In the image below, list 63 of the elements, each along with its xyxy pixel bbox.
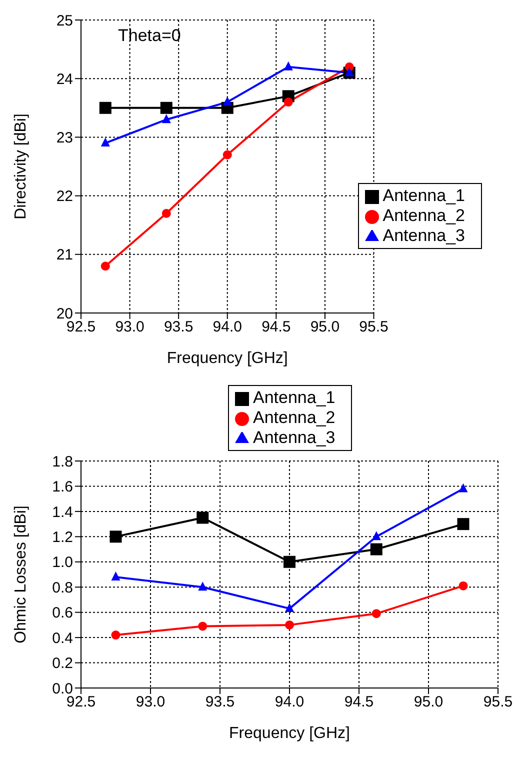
y-tick-label: 1.2 [52,528,73,546]
y-tick-label: 0.4 [52,630,73,647]
legend-label: Antenna_3 [253,428,336,447]
point [222,96,232,106]
point [457,518,470,530]
x-tick-label: 95.5 [359,318,388,336]
y-axis-title: Ohmic Losses [dBi] [12,506,30,644]
point [110,530,122,543]
y-axis-title: Directivity [dBi] [12,114,30,220]
point [198,622,208,631]
y-tick-label: 0.6 [52,604,73,622]
x-tick-label: 94.5 [262,318,291,336]
point [196,512,209,524]
legend-label: Antenna_2 [382,206,465,225]
point [344,67,354,76]
point [458,483,468,492]
x-tick-label: 95.5 [483,694,513,711]
point [284,61,293,70]
point [111,572,120,581]
x-tick-label: 93.5 [164,318,194,336]
y-tick-label: 25 [56,12,73,30]
y-tick-label: 1.0 [52,554,73,572]
legend-label: Antenna_1 [253,388,336,407]
y-tick-label: 24 [56,70,73,88]
y-tick-label: 23 [56,130,73,147]
point [162,208,171,218]
y-tick-label: 1.6 [52,478,73,496]
x-tick-label: 93.0 [136,694,166,711]
point [100,262,110,271]
point [162,114,171,124]
point [99,102,112,114]
legend-label: Antenna_1 [382,186,465,205]
point [285,620,294,630]
y-tick-label: 1.4 [52,504,73,521]
x-tick-label: 93.5 [205,694,235,711]
point [222,150,232,160]
x-tick-label: 94.0 [212,318,242,336]
annotation: Theta=0 [118,26,181,46]
point [458,581,468,590]
legend-label: Antenna_3 [382,226,465,245]
x-tick-label: 95.0 [414,694,444,711]
point [372,531,381,540]
y-tick-label: 0.8 [52,579,73,596]
y-tick-label: 22 [56,188,73,206]
point [372,609,381,618]
point [111,630,120,640]
x-tick-label: 95.0 [310,318,340,336]
y-tick-label: 0.2 [52,655,73,672]
point [284,556,296,568]
point [370,543,382,556]
point [100,138,110,147]
x-tick-label: 94.0 [274,694,304,711]
x-tick-label: 93.0 [115,318,144,336]
point [284,98,293,107]
x-axis-title: Frequency [GHz] [166,350,288,367]
point [285,603,294,612]
x-axis-title: Frequency [GHz] [229,725,350,742]
point [160,102,172,114]
y-tick-label: 1.8 [52,453,73,470]
x-tick-label: 94.5 [344,694,374,711]
point [198,582,208,591]
y-tick-label: 21 [56,246,73,264]
legend-label: Antenna_2 [253,408,336,427]
